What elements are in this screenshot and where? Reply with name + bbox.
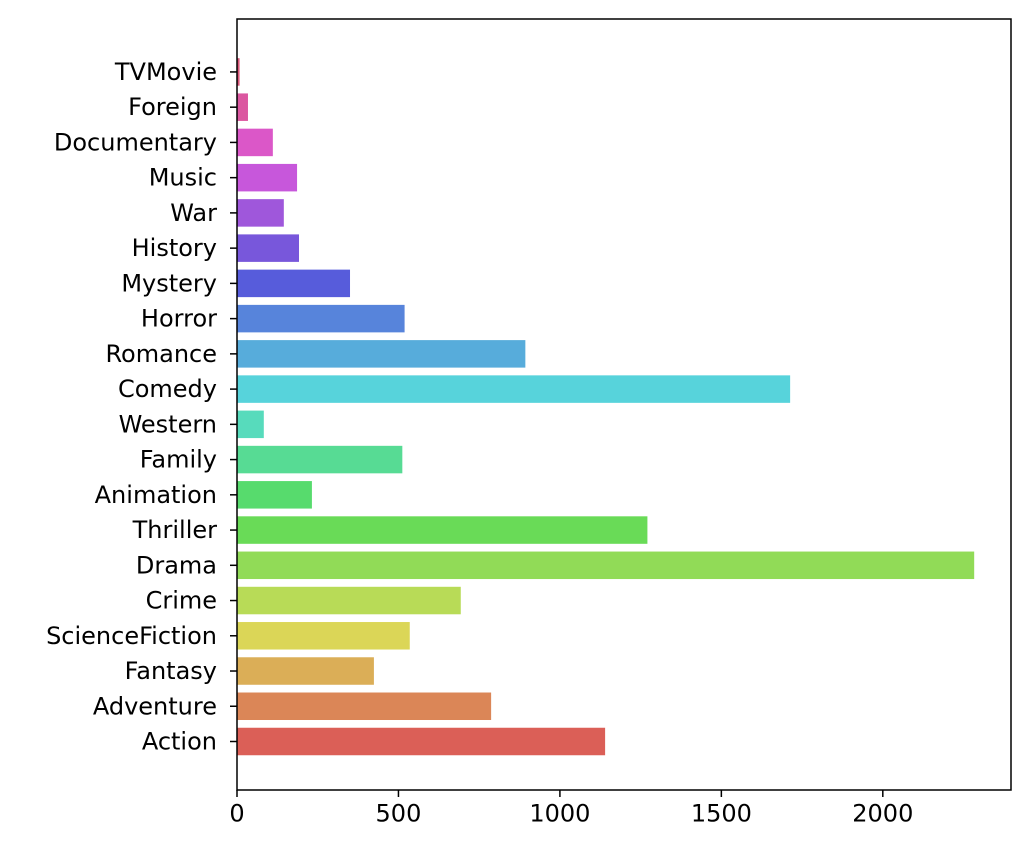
plot-frame	[236, 18, 1012, 791]
bar-action	[237, 727, 606, 756]
x-tick-label: 1500	[691, 800, 752, 828]
y-tick-label: Adventure	[93, 692, 217, 720]
bar-animation	[237, 481, 312, 509]
bar-music	[237, 163, 298, 192]
y-tick-label: Thriller	[132, 516, 218, 544]
bar-western	[237, 410, 264, 439]
y-tick-label: War	[170, 199, 217, 227]
x-tick-label: 0	[229, 800, 244, 828]
y-tick-label: Animation	[95, 481, 217, 509]
bar-adventure	[237, 692, 492, 721]
bar-documentary	[237, 128, 273, 157]
bar-war	[237, 199, 284, 227]
bar-fantasy	[237, 657, 374, 685]
bar-family	[237, 445, 403, 474]
bar-tvmovie	[237, 58, 240, 86]
x-tick-label: 2000	[852, 800, 913, 828]
y-tick-label: Drama	[136, 551, 217, 579]
bar-comedy	[237, 375, 791, 403]
x-axis: 0 500 1000 1500 2000	[229, 790, 913, 828]
y-tick-label: ScienceFiction	[46, 622, 217, 650]
bar-sciencefiction	[237, 622, 410, 650]
y-axis: Action Adventure Fantasy ScienceFiction Crim…	[46, 58, 237, 756]
bar-mystery	[237, 269, 351, 298]
y-tick-label: Foreign	[128, 93, 217, 121]
bars-layer	[237, 58, 975, 756]
bar-thriller	[237, 516, 648, 544]
y-tick-label: History	[132, 234, 217, 262]
bar-drama	[237, 551, 975, 580]
y-tick-label: Mystery	[121, 269, 217, 297]
y-tick-label: TVMovie	[114, 58, 217, 86]
y-tick-label: Crime	[146, 587, 217, 615]
bar-horror	[237, 304, 405, 333]
y-tick-label: Comedy	[118, 375, 217, 403]
y-tick-label: Music	[149, 164, 217, 192]
y-tick-label: Family	[140, 446, 217, 474]
y-tick-label: Western	[119, 410, 217, 438]
y-tick-label: Documentary	[54, 128, 217, 156]
x-tick-label: 1000	[529, 800, 590, 828]
bar-romance	[237, 340, 526, 368]
x-tick-label: 500	[376, 800, 422, 828]
y-tick-label: Action	[142, 728, 217, 756]
bar-crime	[237, 586, 461, 615]
y-tick-label: Fantasy	[125, 657, 217, 685]
bar-foreign	[237, 93, 248, 121]
bar-history	[237, 234, 299, 262]
y-tick-label: Romance	[105, 340, 217, 368]
y-tick-label: Horror	[141, 305, 217, 333]
